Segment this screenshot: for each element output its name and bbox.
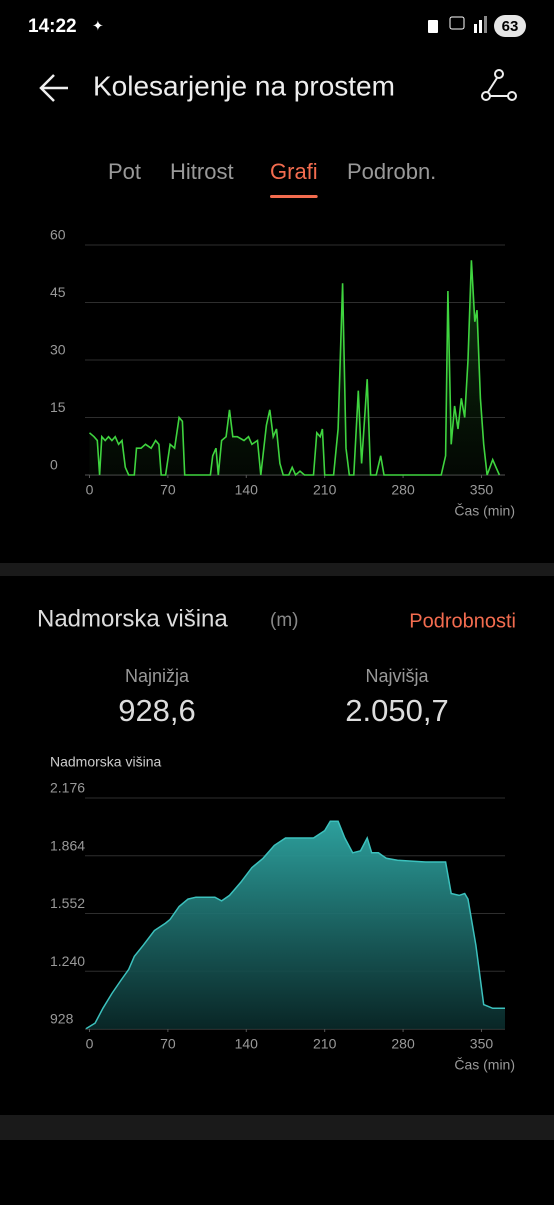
x-tick-label: 0 <box>86 482 94 498</box>
separator <box>0 563 554 576</box>
max-label: Najvišja <box>365 666 429 686</box>
x-tick-label: 350 <box>470 482 494 498</box>
y-tick-label: 30 <box>50 342 66 358</box>
share-route-button[interactable] <box>481 69 517 101</box>
tab[interactable]: Hitrost <box>170 159 234 184</box>
area-line <box>85 820 505 1030</box>
x-tick-label: 70 <box>160 482 176 498</box>
section-title: Nadmorska višina <box>37 605 228 632</box>
header-title: Kolesarjenje na prostem <box>93 70 395 101</box>
back-button[interactable] <box>39 74 68 102</box>
x-tick-label: 210 <box>313 1036 337 1052</box>
status-time: 14:22 <box>28 16 77 37</box>
min-value: 928,6 <box>118 693 196 728</box>
x-axis-label: Čas (min) <box>454 1057 515 1073</box>
y-tick-label: 1.864 <box>50 837 85 853</box>
y-tick-label: 60 <box>50 227 66 243</box>
x-tick-label: 0 <box>86 1036 94 1052</box>
tab-indicator <box>270 195 318 198</box>
area-fill <box>86 821 505 1029</box>
details-link[interactable]: Podrobnosti <box>409 610 516 632</box>
x-axis-label: Čas (min) <box>454 503 515 519</box>
line <box>88 260 501 477</box>
area-fill <box>89 260 500 475</box>
y-tick-label: 15 <box>50 399 66 415</box>
status-icon: ✦ <box>92 18 104 34</box>
x-tick-label: 280 <box>391 482 415 498</box>
status-icons <box>428 15 526 37</box>
y-axis-label: Nadmorska višina <box>50 754 161 770</box>
separator <box>0 1115 554 1140</box>
x-tick-label: 210 <box>313 482 337 498</box>
y-tick-label: 2.176 <box>50 780 85 796</box>
tab[interactable]: Pot <box>108 159 141 184</box>
x-tick-label: 280 <box>391 1036 415 1052</box>
tab[interactable]: Podrobn. <box>347 159 436 184</box>
y-tick-label: 928 <box>50 1011 74 1027</box>
x-tick-label: 70 <box>160 1036 176 1052</box>
x-tick-label: 140 <box>235 482 259 498</box>
y-tick-label: 0 <box>50 457 58 473</box>
x-tick-label: 350 <box>470 1036 494 1052</box>
y-tick-label: 1.240 <box>50 953 85 969</box>
y-tick-label: 1.552 <box>50 895 85 911</box>
max-value: 2.050,7 <box>345 693 448 728</box>
y-tick-label: 45 <box>50 284 66 300</box>
min-label: Najnižja <box>125 666 190 686</box>
section-unit: (m) <box>270 610 298 631</box>
battery-level: 63 <box>502 18 519 35</box>
x-tick-label: 140 <box>235 1036 259 1052</box>
tab[interactable]: Grafi <box>270 159 318 184</box>
